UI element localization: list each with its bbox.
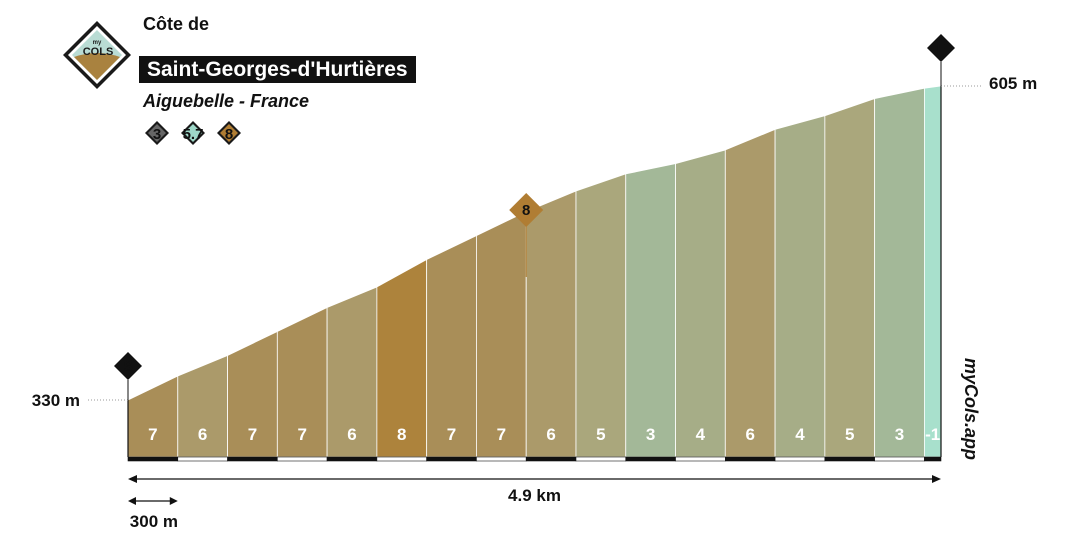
scale-bar-tick (426, 456, 477, 462)
difficulty-value: 3 (153, 126, 161, 143)
segment-grade-label: 8 (397, 425, 406, 444)
profile-segment (874, 87, 925, 458)
stats-badges: 3 5.7 8 (145, 121, 241, 145)
scale-bar-tick (177, 456, 228, 462)
segment-grade-label: 7 (497, 425, 506, 444)
finish-elevation-label: 605 m (989, 74, 1037, 93)
profile-segment (675, 149, 726, 458)
distance-arrow (128, 475, 941, 483)
start-marker-text: S (123, 358, 132, 374)
start-elevation-label: 330 m (32, 391, 80, 410)
profile-segments: 7 6 7 7 6 8 7 7 6 5 3 4 6 4 5 3 -1 (127, 85, 942, 458)
climb-name-prefix: Côte de (143, 14, 210, 34)
max-grade-value: 8 (225, 126, 233, 143)
segment-grade-label: 6 (347, 425, 356, 444)
mycols-logo: my COLS (63, 21, 131, 89)
segment-length-arrow (128, 497, 178, 505)
profile-segment (774, 115, 826, 458)
profile-segment (724, 128, 776, 458)
profile-segment (575, 173, 627, 458)
scale-bar-tick (525, 456, 577, 462)
scale-bar-tick (127, 456, 179, 462)
difficulty-badge: 3 (145, 121, 169, 145)
scale-bar-tick (824, 456, 875, 462)
scale-bar-tick (575, 456, 627, 462)
segment-grade-label: 3 (646, 425, 655, 444)
scale-bar-tick (675, 456, 726, 462)
segment-grade-label: 3 (895, 425, 904, 444)
finish-marker: F (927, 34, 955, 86)
profile-segment (824, 97, 876, 458)
scale-bar-tick (774, 456, 826, 462)
scale-bar-tick (326, 456, 378, 462)
profile-segment (625, 163, 676, 458)
segment-grade-label: 7 (248, 425, 257, 444)
scale-bar-tick (924, 456, 942, 462)
scale-bar-tick (625, 456, 676, 462)
segment-grade-label: 6 (546, 425, 555, 444)
segment-grade-label: 4 (696, 425, 706, 444)
finish-marker-text: F (937, 40, 946, 56)
scale-bar-tick (725, 456, 776, 462)
scale-bar-tick (874, 456, 925, 462)
scale-bar-tick (277, 456, 328, 462)
segment-grade-label: 5 (596, 425, 605, 444)
max-gradient-marker: 8 (509, 193, 544, 277)
avg-grade-badge: 5.7 (181, 121, 205, 145)
start-marker: S (114, 352, 142, 400)
profile-segment (426, 234, 477, 458)
avg-grade-value: 5.7 (183, 126, 204, 143)
total-distance-label: 4.9 km (508, 486, 561, 505)
profile-segment (924, 85, 942, 458)
scale-bar-tick (376, 456, 427, 462)
profile-segment (476, 210, 527, 458)
max-gradient-value: 8 (522, 202, 530, 219)
scale-bar-tick (227, 456, 278, 462)
segment-grade-label: 7 (447, 425, 456, 444)
segment-grade-label: 4 (795, 425, 805, 444)
segment-grade-label: -1 (925, 425, 940, 444)
segment-grade-label: 7 (297, 425, 306, 444)
segment-grade-label: 5 (845, 425, 854, 444)
climb-title: Saint-Georges-d'Hurtières (139, 56, 416, 83)
segment-grade-label: 6 (745, 425, 754, 444)
segment-grade-label: 7 (148, 425, 157, 444)
distance-scale-bar (127, 456, 942, 462)
scale-bar-tick (476, 456, 527, 462)
mycols-watermark: myCols.app (961, 358, 981, 460)
logo-text: COLS (83, 46, 114, 58)
segment-grade-label: 6 (198, 425, 207, 444)
max-grade-badge: 8 (217, 121, 241, 145)
profile-segment (127, 375, 179, 458)
profile-segment (525, 190, 577, 458)
logo-small-text: my (93, 40, 102, 46)
segment-length-label: 300 m (130, 512, 178, 531)
climb-location: Aiguebelle - France (143, 91, 310, 111)
